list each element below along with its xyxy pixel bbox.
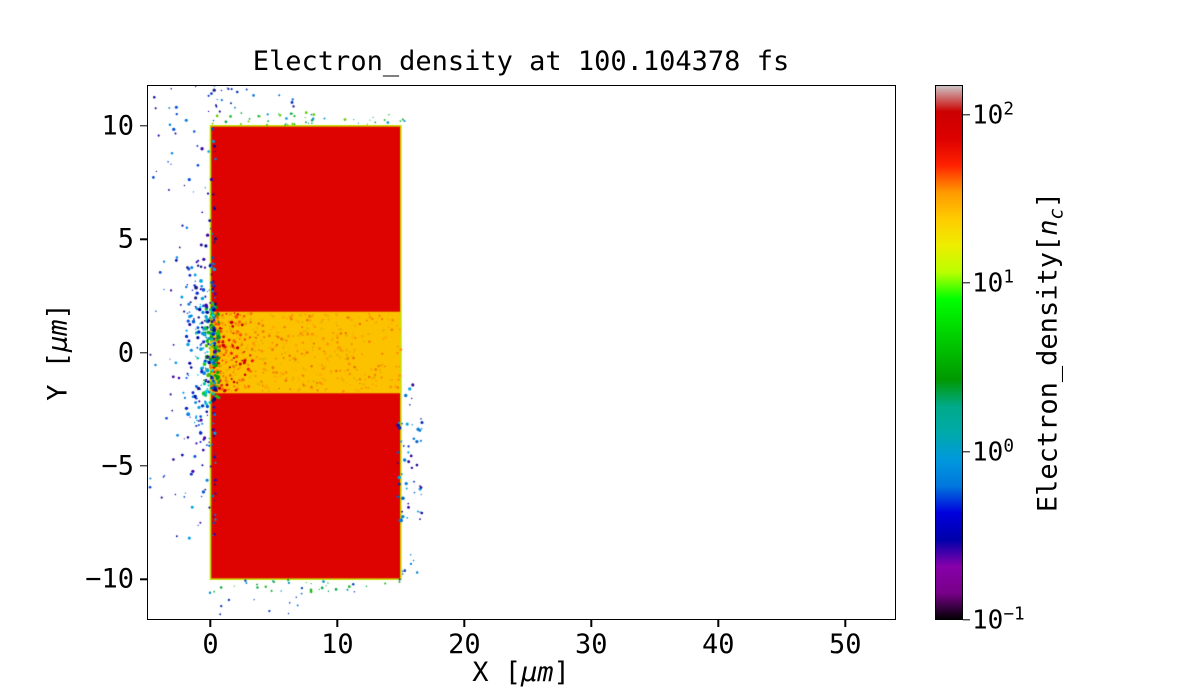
x-axis-label: X [μm] bbox=[472, 657, 570, 688]
colorbar-tick-exponent: 0 bbox=[1003, 435, 1014, 456]
y-tick-mark bbox=[140, 465, 147, 467]
x-axis-label-pre: X [ bbox=[472, 657, 521, 688]
x-tick-label: 40 bbox=[702, 629, 735, 660]
colorbar-label-subscript: c bbox=[1045, 208, 1068, 220]
colorbar-label-symbol: n bbox=[1032, 219, 1064, 236]
colorbar-tick-mark bbox=[963, 113, 970, 116]
x-tick-label: 50 bbox=[828, 629, 862, 660]
colorbar-tick-base: 10 bbox=[972, 605, 1004, 636]
x-tick-mark bbox=[844, 620, 846, 627]
y-tick-mark bbox=[140, 351, 147, 354]
colorbar-frame bbox=[935, 85, 963, 620]
x-tick-label: 10 bbox=[321, 629, 354, 660]
colorbar-canvas bbox=[935, 85, 963, 620]
colorbar-label-pre: Electron_density[ bbox=[1032, 235, 1064, 513]
colorbar-tick-label: 101 bbox=[972, 268, 1014, 299]
colorbar-tick-exponent: 1 bbox=[1003, 267, 1014, 288]
y-tick-mark bbox=[140, 578, 147, 580]
colorbar-tick-label: 100 bbox=[972, 436, 1014, 467]
x-tick-mark bbox=[590, 620, 593, 627]
colorbar-tick-mark bbox=[963, 282, 970, 284]
y-tick-label: 5 bbox=[117, 223, 134, 255]
y-tick-mark bbox=[140, 125, 147, 127]
y-tick-label: −5 bbox=[101, 450, 134, 482]
x-axis-label-post: ] bbox=[553, 657, 570, 688]
colorbar-tick-exponent: −1 bbox=[1003, 604, 1025, 625]
x-axis-label-units: μm bbox=[521, 657, 554, 688]
colorbar-tick-exponent: 2 bbox=[1003, 99, 1014, 120]
chart-title: Electron_density at 100.104378 fs bbox=[252, 46, 790, 77]
colorbar-tick-base: 10 bbox=[972, 437, 1004, 468]
colorbar-label: Electron_density[nc] bbox=[1032, 192, 1067, 512]
y-axis-label-pre: Y [ bbox=[42, 352, 74, 401]
x-tick-label: 30 bbox=[575, 629, 608, 660]
x-tick-mark bbox=[463, 620, 466, 627]
x-tick-label: 20 bbox=[448, 629, 481, 660]
x-tick-mark bbox=[209, 620, 212, 627]
colorbar-tick-base: 10 bbox=[972, 100, 1004, 131]
colorbar-tick-base: 10 bbox=[972, 268, 1004, 299]
y-axis-label-post: ] bbox=[42, 303, 74, 320]
plot-frame bbox=[147, 85, 896, 620]
y-axis-label: Y [μm] bbox=[43, 303, 74, 401]
y-tick-mark bbox=[140, 238, 147, 240]
heatmap-canvas bbox=[147, 85, 896, 620]
y-tick-label: 0 bbox=[117, 337, 134, 368]
colorbar-tick-mark bbox=[963, 619, 970, 621]
y-tick-label: −10 bbox=[85, 563, 134, 595]
colorbar-tick-label: 102 bbox=[972, 99, 1014, 130]
x-tick-label: 0 bbox=[202, 629, 219, 660]
y-tick-label: 10 bbox=[101, 110, 134, 142]
colorbar-tick-mark bbox=[963, 450, 970, 453]
x-tick-mark bbox=[336, 620, 339, 627]
x-tick-mark bbox=[717, 620, 719, 627]
colorbar-tick-label: 10−1 bbox=[972, 604, 1025, 635]
colorbar-label-post: ] bbox=[1032, 191, 1064, 209]
y-axis-label-units: μm bbox=[42, 319, 74, 352]
